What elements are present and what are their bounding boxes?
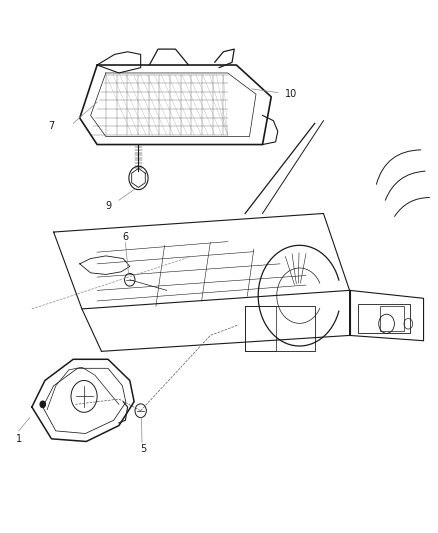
Bar xyxy=(380,306,404,331)
Text: 10: 10 xyxy=(285,89,297,99)
Bar xyxy=(245,306,276,351)
Text: 5: 5 xyxy=(140,445,146,455)
Text: 1: 1 xyxy=(16,434,22,444)
Text: 7: 7 xyxy=(48,121,55,131)
Text: 6: 6 xyxy=(122,232,128,243)
Circle shape xyxy=(40,401,46,408)
Bar xyxy=(245,306,315,351)
Bar xyxy=(358,304,410,333)
Text: 9: 9 xyxy=(105,200,111,211)
